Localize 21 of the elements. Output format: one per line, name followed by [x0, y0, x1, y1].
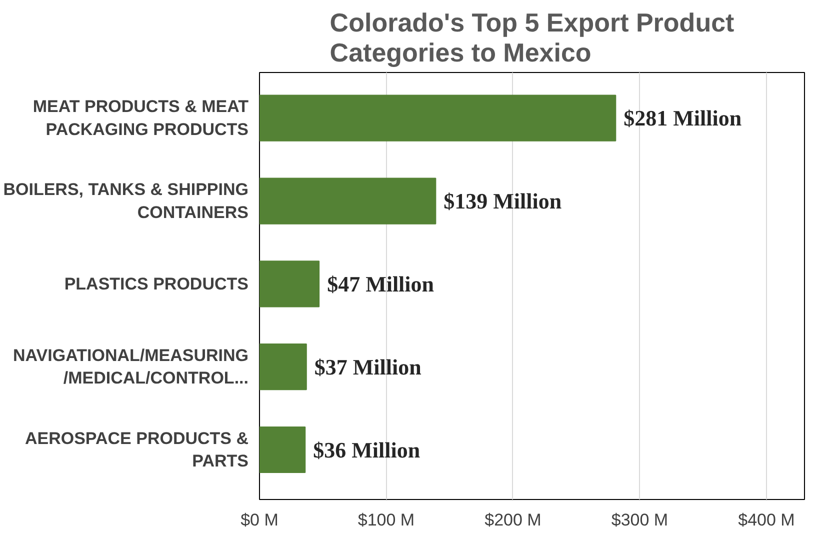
bar — [260, 178, 436, 224]
bar — [260, 94, 616, 142]
bar — [260, 344, 307, 390]
x-tick-label: $300 M — [611, 510, 668, 530]
x-tick-label: $200 M — [484, 510, 542, 530]
y-tick-label: AEROSPACE PRODUCTS & PARTS — [24, 428, 249, 471]
data-label: $139 Million — [444, 188, 562, 214]
data-label: $47 Million — [327, 271, 434, 296]
chart-title: Colorado's Top 5 Export Product Categories to Mexico — [330, 8, 735, 68]
data-label: $36 Million — [313, 437, 420, 462]
x-tick-label: $0 M — [240, 510, 278, 530]
bar — [260, 260, 320, 308]
y-tick-label: NAVIGATIONAL/MEASURING /MEDICAL/CONTROL... — [13, 346, 249, 388]
x-tick-label: $100 M — [358, 510, 415, 530]
data-label: $37 Million — [314, 354, 422, 380]
y-tick-label: BOILERS, TANKS & SHIPPING CONTAINERS — [3, 180, 249, 222]
x-tick-label: $400 M — [738, 510, 795, 530]
y-tick-label: PLASTICS PRODUCTS — [64, 274, 249, 294]
bar — [260, 426, 306, 474]
data-label: $281 Million — [624, 106, 742, 131]
y-tick-label: MEAT PRODUCTS & MEAT PACKAGING PRODUCTS — [32, 97, 250, 139]
